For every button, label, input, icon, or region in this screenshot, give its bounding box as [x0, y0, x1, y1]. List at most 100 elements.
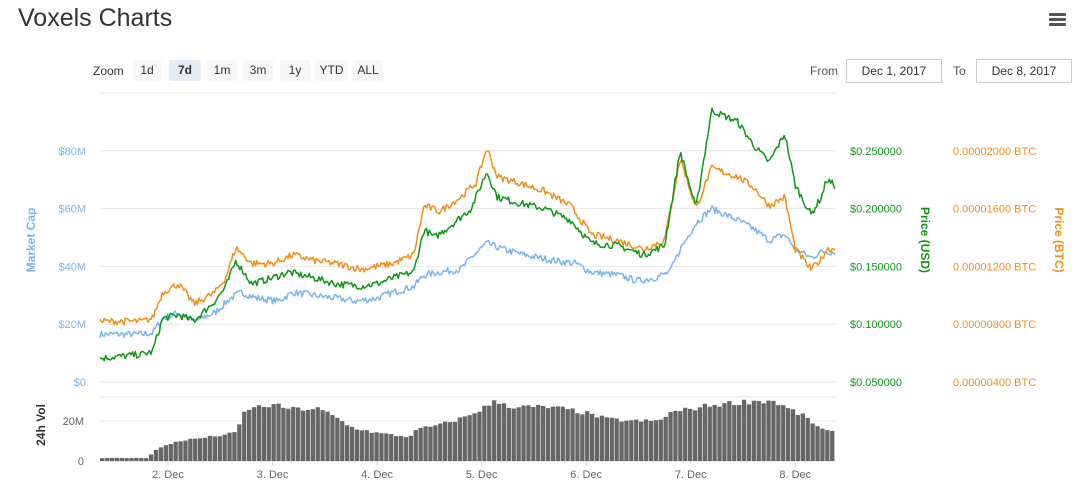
volume-bar: [477, 411, 482, 461]
volume-bar: [702, 403, 707, 461]
volume-bar: [119, 457, 124, 461]
volume-bar: [364, 430, 369, 461]
from-label: From: [810, 64, 838, 78]
volume-bar: [790, 409, 796, 461]
volume-bar: [193, 438, 198, 461]
hamburger-menu-icon[interactable]: [1049, 13, 1066, 27]
volume-bar: [545, 408, 551, 461]
volume-bar: [570, 408, 575, 461]
volume-bar: [369, 432, 374, 461]
volume-bar: [575, 413, 580, 461]
volume-bar: [624, 420, 629, 461]
volume-bar: [810, 423, 815, 461]
volume-bar: [541, 406, 546, 461]
volume-bar: [247, 409, 252, 461]
volume-bar: [727, 401, 732, 461]
y-tick-label-market-cap: $60M: [58, 204, 86, 216]
y-tick-label-usd: $0.100000: [850, 319, 902, 331]
volume-bar: [266, 407, 271, 461]
volume-bar: [653, 420, 658, 461]
volume-bar: [776, 405, 781, 461]
volume-bar: [614, 418, 619, 461]
y-tick-label-btc: 0.00001200 BTC: [953, 261, 1036, 273]
volume-bar: [634, 419, 639, 461]
volume-bar: [639, 421, 644, 461]
volume-bar: [565, 409, 570, 461]
axis-title-usd: Price (USD): [918, 207, 932, 273]
volume-bar: [751, 400, 756, 461]
volume-bar: [403, 437, 409, 461]
volume-bar: [349, 426, 355, 461]
volume-bar: [590, 413, 595, 461]
volume-bar: [320, 410, 325, 461]
volume-bar: [389, 434, 394, 461]
volume-bar: [678, 411, 683, 461]
volume-bar: [585, 411, 590, 461]
zoom-button-ytd[interactable]: YTD: [315, 60, 348, 81]
volume-bar: [820, 428, 825, 461]
zoom-button-1m[interactable]: 1m: [207, 60, 237, 81]
volume-bar: [771, 400, 776, 461]
from-date-input[interactable]: Dec 1, 2017: [846, 59, 942, 83]
volume-bar: [291, 406, 296, 461]
volume-bar: [144, 458, 149, 461]
volume-bar: [433, 425, 438, 461]
volume-bar: [354, 429, 360, 461]
volume-bar: [261, 406, 266, 461]
volume-bar: [795, 415, 801, 461]
volume-bar: [521, 405, 526, 461]
volume-bar: [830, 430, 835, 461]
zoom-button-1y[interactable]: 1y: [280, 60, 310, 81]
volume-bar: [100, 458, 105, 461]
volume-bar: [276, 403, 281, 461]
volume-bar: [222, 434, 227, 461]
to-date-input[interactable]: Dec 8, 2017: [976, 59, 1072, 83]
zoom-button-all[interactable]: ALL: [353, 60, 383, 81]
volume-bar: [183, 440, 188, 461]
series-line-market_cap: [99, 205, 836, 339]
y-tick-label-btc: 0.00002000 BTC: [953, 146, 1036, 158]
volume-bar: [153, 449, 159, 461]
volume-bar: [109, 457, 115, 461]
volume-bar: [692, 410, 698, 461]
volume-bar: [384, 433, 389, 461]
chart-axis-labels: $0 $20M $40M $60M $80M $0.050000 $0.100000 $0.1…: [24, 146, 1066, 481]
volume-bar: [408, 435, 413, 461]
volume-bar: [619, 421, 624, 461]
zoom-button-3m[interactable]: 3m: [243, 60, 273, 81]
volume-bars: [100, 399, 835, 461]
volume-bar: [462, 416, 467, 461]
zoom-button-7d[interactable]: 7d: [169, 60, 201, 81]
axis-title-btc: Price (BTC): [1052, 207, 1066, 272]
x-tick-label: 5. Dec: [466, 469, 498, 481]
volume-bar: [452, 421, 458, 461]
volume-bar: [428, 426, 433, 461]
volume-bar: [648, 420, 654, 461]
y-tick-label-btc: 0.00000800 BTC: [953, 319, 1036, 331]
volume-bar: [599, 415, 605, 461]
volume-bar: [629, 420, 634, 461]
volume-bar: [511, 408, 516, 461]
volume-bar: [531, 406, 536, 461]
y-tick-label-usd: $0.050000: [850, 377, 902, 389]
volume-bar: [335, 417, 340, 461]
zoom-button-1d[interactable]: 1d: [133, 60, 161, 81]
volume-bar: [482, 405, 487, 461]
volume-bar: [256, 405, 262, 461]
volume-bar: [242, 411, 247, 461]
volume-bar: [237, 424, 242, 461]
volume-bar: [134, 457, 139, 461]
y-tick-label-usd: $0.200000: [850, 204, 902, 216]
volume-bar: [506, 407, 511, 461]
volume-bar: [766, 400, 771, 461]
chart-series-lines: [99, 107, 836, 362]
volume-bar: [697, 407, 703, 461]
volume-bar: [418, 427, 423, 461]
volume-bar: [345, 425, 350, 461]
volume-bar: [271, 404, 276, 461]
volume-bar: [202, 437, 208, 461]
volume-bar: [472, 413, 477, 461]
x-tick-label: 4. Dec: [361, 469, 393, 481]
volume-bar: [467, 415, 472, 461]
